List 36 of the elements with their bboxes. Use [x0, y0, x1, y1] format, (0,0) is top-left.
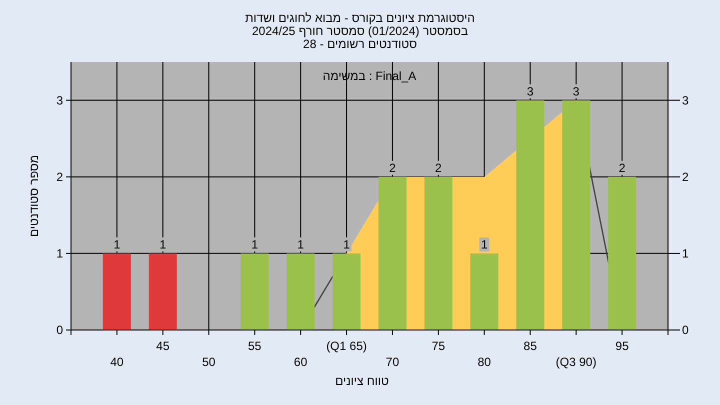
data-label: 3 [572, 84, 580, 98]
data-label: 1 [114, 237, 120, 252]
x-tick-label: 80 [478, 355, 492, 369]
text: סטודנטים רשומים - 28 [303, 37, 418, 51]
data-label: 1 [297, 237, 304, 252]
y2-tick-label: 2 [682, 170, 689, 184]
x-tick-label: 60 [294, 355, 308, 369]
x-tick-label: 95 [615, 339, 630, 353]
y-tick-label: 0 [56, 323, 64, 337]
data-label: 1 [343, 237, 350, 252]
y2-tick-label: 0 [682, 323, 689, 337]
x-tick-label: 40 [110, 355, 124, 369]
x-tick-label: (Q3 90) [556, 355, 596, 369]
x-axis-title: טווח ציונים [335, 374, 390, 388]
data-label: 2 [618, 160, 626, 175]
x-tick-label: (Q1 65) [326, 339, 367, 353]
data-label: 1 [251, 237, 258, 252]
x-tick-label: 50 [202, 355, 216, 369]
data-label: 1 [160, 237, 166, 252]
chart-title: היסטוגרמת ציונים בקורס - מבוא לחוגים ושדות [245, 11, 475, 25]
y2-tick-label: 3 [682, 93, 689, 108]
chart-subtitle: בסמסטר (01/2024) סמסטר חורף 2024/25 [252, 24, 468, 38]
y-axis-title: מספר סטודנטים [27, 154, 41, 238]
x-tick-label: 75 [432, 339, 446, 353]
data-label: 2 [389, 160, 396, 175]
x-tick-label: 55 [248, 339, 262, 353]
y-tick-label: 3 [56, 93, 64, 108]
y2-tick-label: 1 [682, 246, 689, 260]
x-tick-label: 85 [524, 339, 538, 353]
y-tick-label: 2 [56, 170, 64, 184]
x-tick-label: 70 [386, 355, 400, 369]
data-label: 1 [480, 237, 488, 252]
y-tick-label: 1 [56, 246, 64, 260]
data-label: 2 [435, 160, 442, 175]
x-tick-label: 45 [156, 339, 170, 353]
data-label: 3 [526, 84, 534, 98]
